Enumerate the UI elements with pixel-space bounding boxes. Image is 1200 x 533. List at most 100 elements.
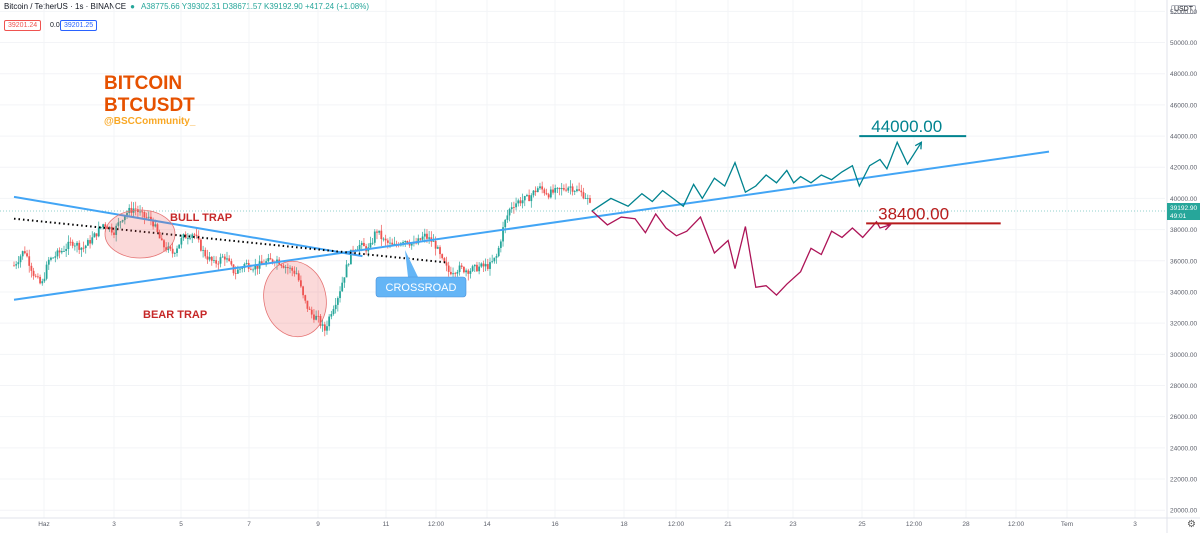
candle-body bbox=[26, 253, 28, 257]
dotted-trend-line bbox=[13, 217, 446, 264]
candle-body bbox=[417, 238, 420, 244]
x-tick-label: 14 bbox=[483, 521, 491, 528]
candle-body bbox=[295, 273, 298, 275]
candle-body bbox=[313, 314, 315, 320]
candle-body bbox=[280, 264, 283, 266]
x-tick-label: 16 bbox=[551, 521, 559, 528]
candle-body bbox=[404, 241, 407, 243]
descending-trend-line bbox=[13, 195, 363, 258]
candle-body bbox=[436, 247, 439, 249]
y-tick-label: 22000.00 bbox=[1170, 477, 1197, 484]
candle-body bbox=[267, 258, 270, 262]
candle-body bbox=[330, 314, 333, 317]
candle-body bbox=[382, 238, 385, 240]
candle-body bbox=[108, 226, 111, 230]
candle-body bbox=[513, 207, 515, 209]
candle-body bbox=[73, 245, 76, 247]
crossroad-pointer bbox=[405, 250, 418, 277]
candle-body bbox=[317, 315, 320, 317]
candle-body bbox=[402, 242, 404, 244]
candle-body bbox=[493, 257, 496, 262]
y-tick-label: 44000.00 bbox=[1170, 134, 1197, 141]
candle-body bbox=[341, 282, 344, 292]
candle-body bbox=[171, 248, 174, 254]
x-tick-label: 12:00 bbox=[906, 521, 923, 528]
bearish-forecast-path bbox=[591, 210, 891, 297]
candle-body bbox=[578, 189, 581, 191]
y-tick-label: 26000.00 bbox=[1170, 414, 1197, 421]
sell-button[interactable]: 39201.24 bbox=[4, 20, 42, 31]
candle-body bbox=[284, 267, 287, 268]
candle-body bbox=[560, 188, 563, 190]
candle-body bbox=[449, 271, 452, 275]
x-tick-label: 21 bbox=[724, 521, 732, 528]
candle-body bbox=[454, 273, 457, 275]
candle-body bbox=[156, 224, 159, 233]
candle-body bbox=[523, 196, 526, 201]
candle-body bbox=[521, 200, 524, 204]
candle-body bbox=[328, 316, 331, 327]
candle-body bbox=[182, 234, 185, 239]
candle-body bbox=[386, 240, 389, 243]
candle-body bbox=[410, 243, 413, 246]
x-tick-label: 3 bbox=[112, 521, 116, 528]
symbol-title[interactable]: Bitcoin / TetherUS · 1s · BINANCE bbox=[4, 2, 127, 11]
candle-body bbox=[100, 227, 102, 228]
candle-body bbox=[84, 245, 87, 249]
candle-body bbox=[499, 241, 502, 248]
candle-body bbox=[45, 264, 48, 279]
buy-button[interactable]: 39201.25 bbox=[60, 20, 98, 31]
candle-body bbox=[239, 268, 241, 270]
candle-body bbox=[241, 268, 244, 269]
settings-gear-icon[interactable]: ⚙ bbox=[1187, 519, 1196, 530]
x-tick-label: 7 bbox=[247, 521, 251, 528]
candle-body bbox=[445, 262, 448, 266]
handle-text: @BSCCommunity_ bbox=[104, 116, 196, 127]
candle-body bbox=[186, 238, 189, 239]
candle-body bbox=[208, 256, 211, 260]
candle-body bbox=[97, 227, 100, 237]
candle-body bbox=[56, 250, 59, 257]
market-status-icon: ● bbox=[130, 2, 135, 11]
candle-body bbox=[245, 263, 248, 265]
candle-body bbox=[147, 216, 150, 218]
candle-body bbox=[297, 273, 300, 281]
candle-body bbox=[332, 309, 335, 315]
x-tick-label: 9 bbox=[316, 521, 320, 528]
candle-body bbox=[536, 188, 539, 193]
candle-body bbox=[482, 263, 485, 267]
y-tick-label: 36000.00 bbox=[1170, 258, 1197, 265]
candle-body bbox=[549, 189, 552, 198]
candle-body bbox=[37, 276, 39, 278]
candle-body bbox=[230, 261, 233, 265]
y-tick-label: 32000.00 bbox=[1170, 321, 1197, 328]
candle-body bbox=[421, 236, 424, 240]
candle-body bbox=[184, 234, 187, 239]
candle-body bbox=[582, 192, 585, 199]
candle-body bbox=[139, 211, 141, 213]
candle-body bbox=[191, 234, 194, 238]
bullish-forecast-path bbox=[591, 140, 922, 212]
x-tick-label: 5 bbox=[179, 521, 183, 528]
candle-body bbox=[478, 266, 481, 272]
candle-body bbox=[528, 195, 531, 202]
candle-body bbox=[345, 264, 348, 278]
candle-body bbox=[43, 278, 46, 282]
candle-body bbox=[210, 256, 213, 261]
candle-body bbox=[573, 191, 576, 192]
currency-badge[interactable]: USDT bbox=[1170, 5, 1196, 14]
candle-body bbox=[13, 265, 15, 267]
candle-body bbox=[532, 190, 535, 196]
candle-body bbox=[439, 247, 441, 255]
candle-body bbox=[141, 211, 144, 213]
candle-body bbox=[202, 249, 204, 251]
candle-body bbox=[393, 243, 396, 245]
candle-body bbox=[486, 264, 489, 269]
candle-body bbox=[58, 250, 61, 253]
candle-body bbox=[293, 270, 296, 274]
candle-body bbox=[236, 269, 239, 274]
candle-body bbox=[80, 247, 83, 250]
candle-body bbox=[86, 240, 89, 246]
drawings-layer: 44000.00 38400.00 BITCOINBTCUSDT@BSCCommun… bbox=[0, 73, 1165, 338]
